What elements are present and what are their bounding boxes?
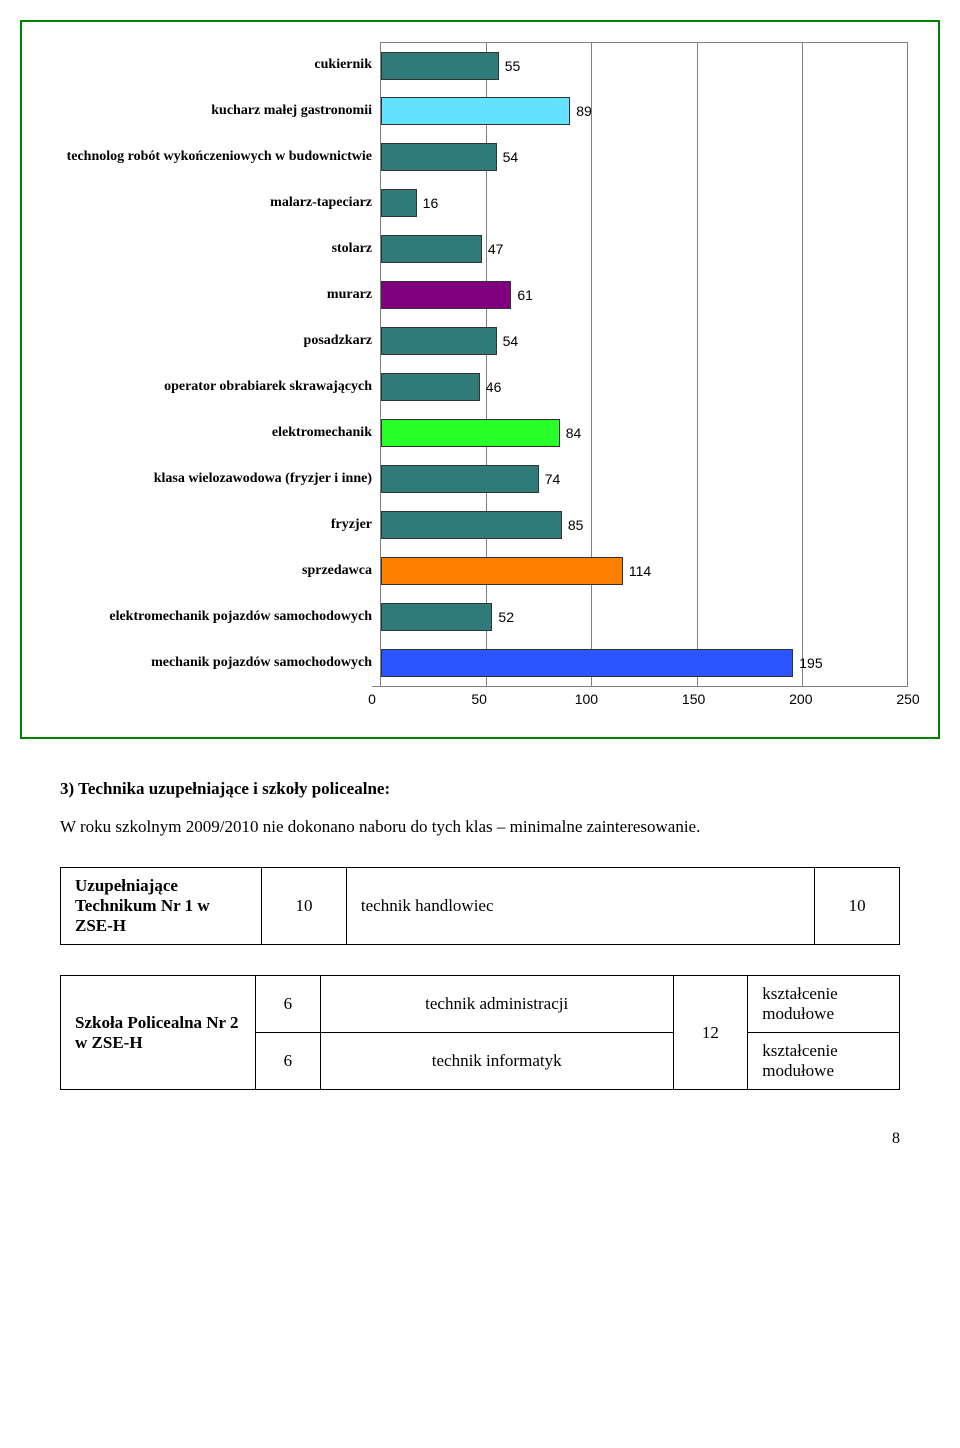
- bar-value: 89: [576, 103, 592, 119]
- bar-label: sprzedawca: [52, 548, 380, 594]
- chart-row: cukiernik 55: [52, 42, 908, 88]
- bar: [381, 419, 560, 447]
- plot-area: 89: [380, 88, 908, 134]
- bar-label: mechanik pojazdów samochodowych: [52, 640, 380, 686]
- axis-tick: 0: [368, 691, 376, 707]
- plot-area: 74: [380, 456, 908, 502]
- plot-area: 61: [380, 272, 908, 318]
- table-cell: technik administracji: [320, 976, 673, 1033]
- bar: [381, 465, 539, 493]
- chart-row: kucharz małej gastronomii 89: [52, 88, 908, 134]
- table-cell: 10: [815, 868, 900, 945]
- chart-row: technolog robót wykończeniowych w budown…: [52, 134, 908, 180]
- axis-tick: 50: [471, 691, 487, 707]
- bar-value: 16: [423, 195, 439, 211]
- bar-label: fryzjer: [52, 502, 380, 548]
- table-cell: kształcenie modułowe: [748, 1033, 900, 1090]
- chart-row: murarz 61: [52, 272, 908, 318]
- bar: [381, 52, 499, 80]
- section-body: W roku szkolnym 2009/2010 nie dokonano n…: [60, 817, 900, 837]
- plot-area: 84: [380, 410, 908, 456]
- plot-area: 195: [380, 640, 908, 686]
- table-row: Szkoła Policealna Nr 2 w ZSE-H6technik a…: [61, 976, 900, 1033]
- table-cell: technik handlowiec: [346, 868, 814, 945]
- table-cell: technik informatyk: [320, 1033, 673, 1090]
- plot-area: 47: [380, 226, 908, 272]
- bar-label: kucharz małej gastronomii: [52, 88, 380, 134]
- table-1: Uzupełniające Technikum Nr 1 w ZSE-H10te…: [60, 867, 900, 945]
- chart-row: posadzkarz 54: [52, 318, 908, 364]
- section-heading: 3) Technika uzupełniające i szkoły polic…: [60, 779, 940, 799]
- bar: [381, 189, 417, 217]
- table-cell: Uzupełniające Technikum Nr 1 w ZSE-H: [61, 868, 262, 945]
- bar-value: 114: [629, 563, 651, 579]
- chart-row: malarz-tapeciarz 16: [52, 180, 908, 226]
- x-axis: 050100150200250: [52, 686, 908, 717]
- table-cell: Szkoła Policealna Nr 2 w ZSE-H: [61, 976, 256, 1090]
- bar: [381, 97, 570, 125]
- chart-row: mechanik pojazdów samochodowych 195: [52, 640, 908, 686]
- plot-area: 85: [380, 502, 908, 548]
- bar-label: stolarz: [52, 226, 380, 272]
- bar-label: klasa wielozawodowa (fryzjer i inne): [52, 456, 380, 502]
- chart-row: fryzjer 85: [52, 502, 908, 548]
- table-cell: kształcenie modułowe: [748, 976, 900, 1033]
- chart-row: operator obrabiarek skrawających 46: [52, 364, 908, 410]
- table-row: Uzupełniające Technikum Nr 1 w ZSE-H10te…: [61, 868, 900, 945]
- bar-label: operator obrabiarek skrawających: [52, 364, 380, 410]
- bar-label: malarz-tapeciarz: [52, 180, 380, 226]
- axis-tick: 200: [789, 691, 812, 707]
- chart-row: klasa wielozawodowa (fryzjer i inne) 74: [52, 456, 908, 502]
- bar: [381, 143, 497, 171]
- bar: [381, 557, 623, 585]
- bar-label: elektromechanik pojazdów samochodowych: [52, 594, 380, 640]
- plot-area: 16: [380, 180, 908, 226]
- table-cell: 10: [262, 868, 347, 945]
- page-number: 8: [20, 1130, 900, 1148]
- table-2: Szkoła Policealna Nr 2 w ZSE-H6technik a…: [60, 975, 900, 1090]
- bar: [381, 373, 480, 401]
- bar-label: technolog robót wykończeniowych w budown…: [52, 134, 380, 180]
- bar-value: 84: [566, 425, 582, 441]
- bar-value: 74: [545, 471, 561, 487]
- bar-label: elektromechanik: [52, 410, 380, 456]
- axis-tick: 250: [896, 691, 919, 707]
- plot-area: 55: [380, 42, 908, 88]
- bar-label: cukiernik: [52, 42, 380, 88]
- chart-row: elektromechanik pojazdów samochodowych 52: [52, 594, 908, 640]
- bar-value: 47: [488, 241, 504, 257]
- bar-value: 85: [568, 517, 584, 533]
- chart-row: sprzedawca 114: [52, 548, 908, 594]
- bar-value: 61: [517, 287, 533, 303]
- plot-area: 54: [380, 134, 908, 180]
- plot-area: 46: [380, 364, 908, 410]
- plot-area: 54: [380, 318, 908, 364]
- bar: [381, 603, 492, 631]
- bar-value: 54: [503, 333, 519, 349]
- chart-row: elektromechanik 84: [52, 410, 908, 456]
- axis-tick: 150: [682, 691, 705, 707]
- bar-value: 52: [498, 609, 514, 625]
- axis-tick: 100: [575, 691, 598, 707]
- bar-value: 55: [505, 58, 521, 74]
- bar: [381, 281, 511, 309]
- bar: [381, 511, 562, 539]
- table-cell: 6: [255, 976, 320, 1033]
- bar: [381, 327, 497, 355]
- plot-area: 52: [380, 594, 908, 640]
- bar-chart: cukiernik 55 kucharz małej gastronomii 89 te…: [20, 20, 940, 739]
- plot-area: 114: [380, 548, 908, 594]
- bar: [381, 235, 482, 263]
- bar-value: 46: [486, 379, 502, 395]
- chart-row: stolarz 47: [52, 226, 908, 272]
- bar-label: posadzkarz: [52, 318, 380, 364]
- bar-label: murarz: [52, 272, 380, 318]
- bar-value: 195: [799, 655, 822, 671]
- table-cell: 12: [673, 976, 748, 1090]
- table-cell: 6: [255, 1033, 320, 1090]
- bar: [381, 649, 793, 677]
- bar-value: 54: [503, 149, 519, 165]
